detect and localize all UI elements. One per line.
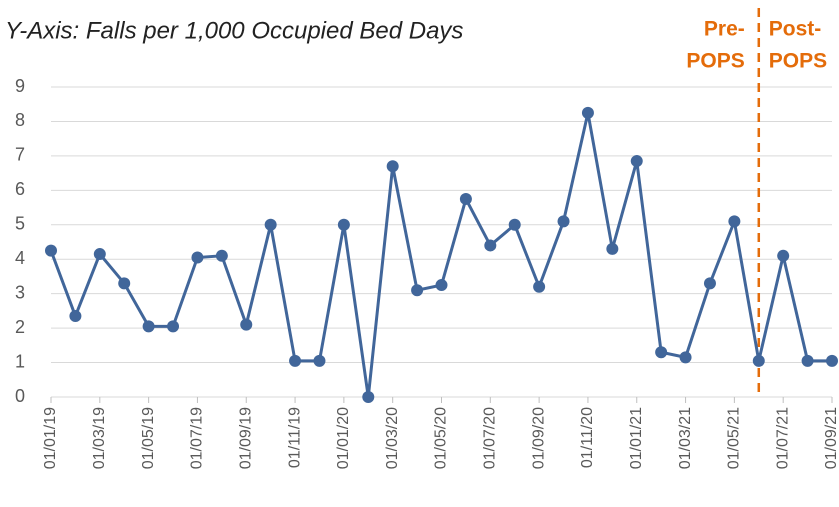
marker — [313, 354, 326, 367]
x-tick-label: 01/11/20 — [579, 407, 596, 468]
marker — [289, 354, 302, 367]
y-tick-label: 1 — [15, 351, 25, 371]
marker — [215, 249, 228, 262]
annotation: POPS — [686, 50, 744, 73]
x-tick-label: 01/01/21 — [628, 407, 645, 469]
marker — [581, 106, 594, 119]
x-tick-label: 01/05/20 — [433, 407, 450, 469]
marker — [264, 218, 277, 231]
x-tick-label: 01/01/20 — [335, 407, 352, 469]
x-tick-label: 01/09/21 — [823, 407, 839, 469]
y-tick-label: 8 — [15, 110, 25, 130]
marker — [557, 215, 570, 228]
x-tick-label: 01/11/19 — [286, 407, 303, 468]
marker — [191, 251, 204, 264]
x-tick-label: 01/07/20 — [482, 407, 499, 469]
y-tick-label: 2 — [15, 317, 25, 337]
y-tick-label: 7 — [15, 145, 25, 165]
marker — [386, 160, 399, 173]
marker — [484, 239, 497, 252]
marker — [533, 280, 546, 293]
x-tick-label: 01/05/19 — [140, 407, 157, 469]
x-tick-label: 01/05/21 — [726, 407, 743, 469]
y-tick-label: 9 — [15, 76, 25, 96]
marker — [801, 354, 814, 367]
marker — [728, 215, 741, 228]
marker — [45, 244, 57, 257]
marker — [459, 192, 472, 205]
marker — [118, 277, 131, 290]
marker — [240, 318, 253, 331]
y-tick-label: 5 — [15, 214, 25, 234]
x-tick-label: 01/07/21 — [774, 407, 791, 469]
marker — [142, 320, 155, 333]
chart-subtitle: Y-Axis: Falls per 1,000 Occupied Bed Day… — [5, 17, 463, 44]
marker — [411, 284, 424, 297]
x-tick-label: 01/03/19 — [91, 407, 108, 469]
marker — [606, 242, 619, 255]
marker — [752, 354, 765, 367]
marker — [777, 249, 790, 262]
y-tick-label: 0 — [15, 386, 25, 406]
y-tick-label: 4 — [15, 248, 25, 268]
annotation: Post- — [769, 18, 822, 41]
y-tick-label: 3 — [15, 282, 25, 302]
marker — [435, 279, 448, 292]
marker — [362, 391, 375, 403]
marker — [93, 248, 106, 261]
marker — [655, 346, 668, 359]
annotation: Pre- — [704, 18, 745, 41]
marker — [508, 218, 521, 231]
y-tick-label: 6 — [15, 179, 25, 199]
x-tick-label: 01/03/21 — [677, 407, 694, 469]
marker — [679, 351, 692, 364]
x-tick-label: 01/09/19 — [237, 407, 254, 469]
marker — [337, 218, 350, 231]
marker — [630, 155, 643, 168]
marker — [826, 354, 838, 367]
x-tick-label: 01/07/19 — [189, 407, 206, 469]
x-tick-label: 01/03/20 — [384, 407, 401, 469]
marker — [69, 310, 82, 323]
annotation: POPS — [769, 50, 827, 73]
x-tick-label: 01/09/20 — [530, 407, 547, 469]
marker — [167, 320, 180, 333]
x-tick-label: 01/01/19 — [42, 407, 59, 469]
marker — [703, 277, 716, 290]
